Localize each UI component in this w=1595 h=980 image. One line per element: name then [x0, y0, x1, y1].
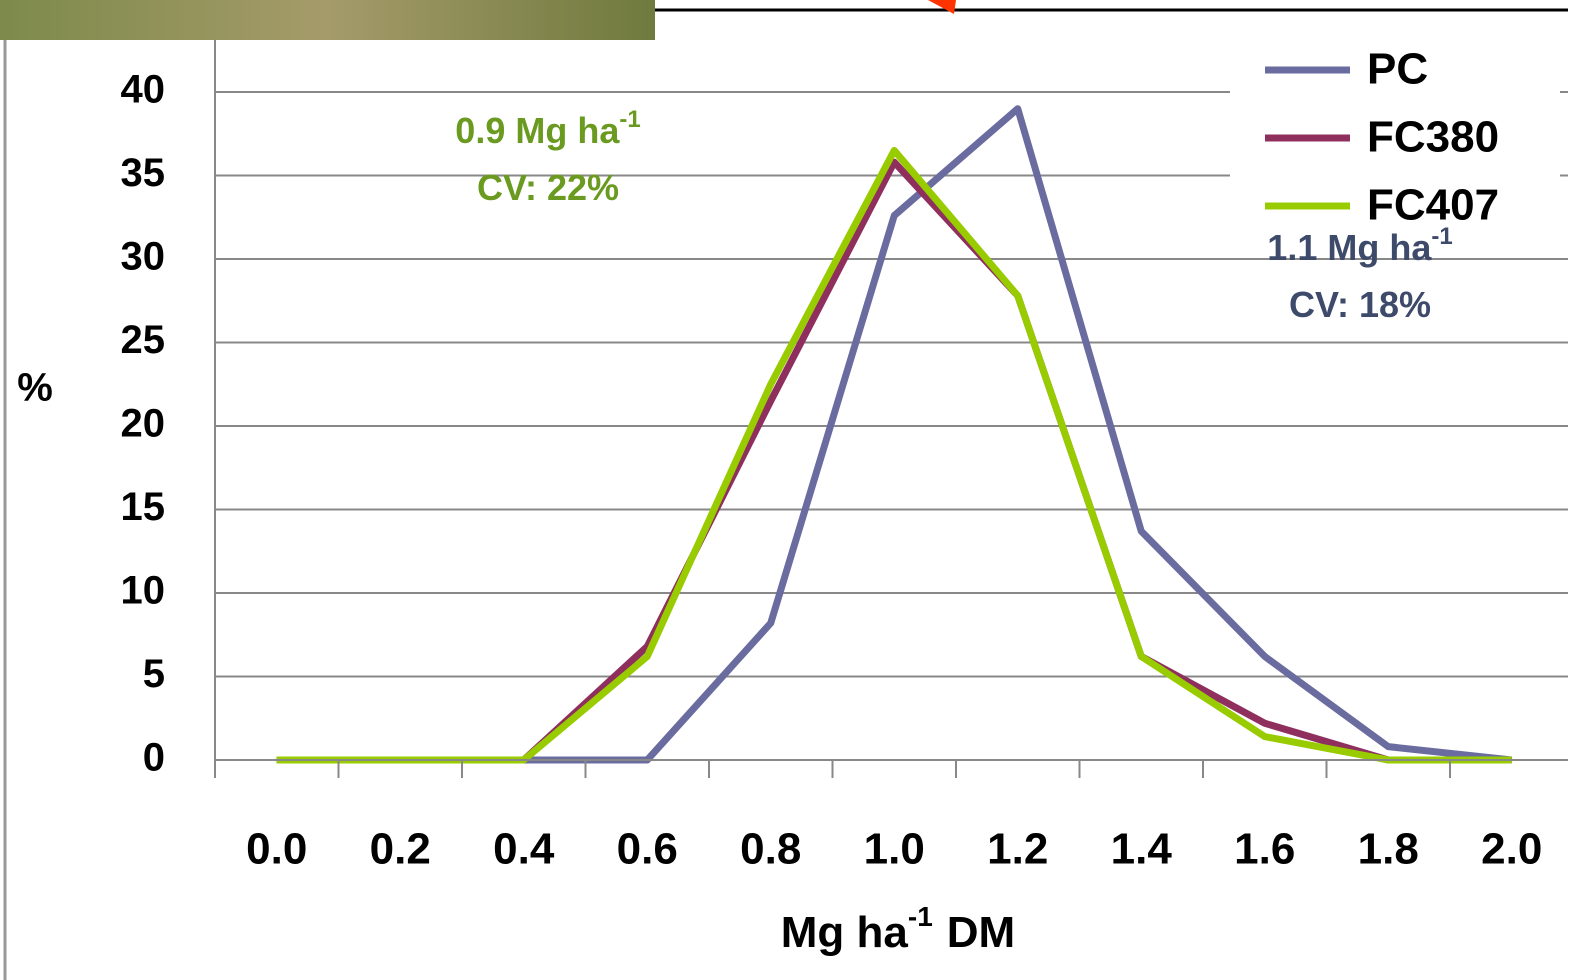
y-tick-label: 20 [121, 402, 166, 446]
x-tick-label: 1.0 [864, 825, 925, 874]
y-tick-label: 35 [121, 151, 166, 195]
y-tick-label: 0 [143, 736, 165, 780]
x-label-sup: -1 [908, 901, 933, 932]
annotation: 1.1 Mg ha-1 [1267, 223, 1452, 267]
legend-box [1230, 40, 1560, 250]
annotation: 0.9 Mg ha-1 [455, 106, 640, 150]
arrow-tip [928, 0, 956, 14]
x-label-base: Mg ha [781, 908, 909, 957]
y-tick-label: 25 [121, 318, 166, 362]
y-axis-label: % [17, 366, 53, 410]
y-tick-label: 40 [121, 68, 166, 112]
x-tick-label: 1.2 [987, 825, 1048, 874]
annotation-text: CV: 22% [477, 167, 619, 208]
x-tick-label: 0.8 [740, 825, 801, 874]
annotation-text: 0.9 Mg ha [455, 110, 620, 151]
y-tick-label: 10 [121, 569, 166, 613]
annotation-sup: -1 [619, 106, 640, 133]
legend-label: PC [1367, 45, 1428, 94]
annotation-sup: -1 [1431, 223, 1452, 250]
photo-strip [0, 0, 655, 40]
legend-label: FC380 [1367, 113, 1499, 162]
x-tick-label: 1.4 [1111, 825, 1173, 874]
x-tick-label: 0.2 [370, 825, 431, 874]
y-tick-label: 30 [121, 235, 166, 279]
annotation-text: 1.1 Mg ha [1267, 227, 1432, 268]
x-tick-label: 0.4 [493, 825, 555, 874]
x-tick-label: 1.8 [1358, 825, 1419, 874]
x-axis-label: Mg ha-1 DM [781, 901, 1015, 956]
y-tick-label: 15 [121, 485, 166, 529]
y-tick-label: 5 [143, 652, 165, 696]
annotation: CV: 18% [1289, 284, 1431, 325]
x-tick-label: 0.6 [617, 825, 678, 874]
x-tick-label: 0.0 [246, 825, 307, 874]
annotation-text: CV: 18% [1289, 284, 1431, 325]
x-label-after: DM [947, 908, 1015, 957]
legend-label: FC407 [1367, 181, 1499, 230]
x-tick-label: 2.0 [1481, 825, 1542, 874]
x-tick-label: 1.6 [1234, 825, 1295, 874]
annotation: CV: 22% [477, 167, 619, 208]
